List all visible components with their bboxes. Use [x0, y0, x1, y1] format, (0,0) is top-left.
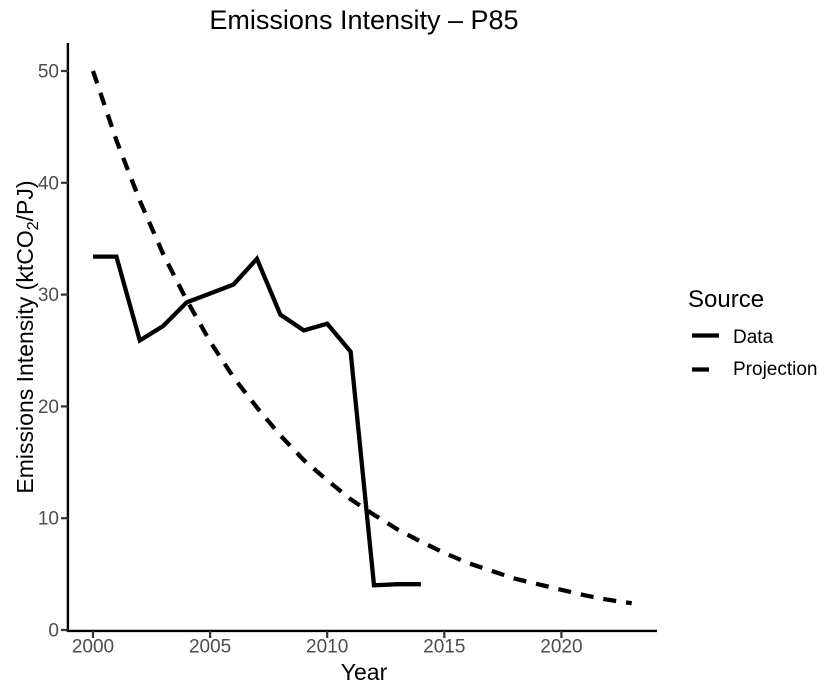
y-axis-title-prefix: Emissions Intensity (ktCO — [12, 230, 38, 493]
y-tick-label: 30 — [38, 285, 59, 306]
x-tick-label: 2000 — [72, 637, 114, 658]
legend-label-projection: Projection — [733, 359, 818, 380]
y-tick-label: 50 — [38, 62, 59, 83]
x-tick-label: 2015 — [423, 637, 465, 658]
legend-label-data: Data — [733, 327, 774, 348]
x-axis-title: Year — [341, 659, 388, 685]
chart-title: Emissions Intensity – P85 — [209, 5, 518, 35]
y-axis-title: Emissions Intensity (ktCO2/PJ) — [12, 180, 42, 493]
x-tick-label: 2020 — [540, 637, 582, 658]
y-axis-title-subscript: 2 — [24, 221, 42, 230]
legend: Source Data Projection — [688, 286, 818, 380]
x-tick-label: 2010 — [306, 637, 348, 658]
projection-series-line — [90, 70, 633, 606]
legend-title: Source — [688, 286, 764, 313]
y-tick-label: 0 — [48, 621, 59, 642]
y-tick-label: 40 — [38, 173, 59, 194]
data-series-line — [93, 254, 421, 588]
y-axis-title-suffix: /PJ) — [12, 180, 38, 221]
y-tick-label: 20 — [38, 397, 59, 418]
x-axis-ticks: 2000 2005 2010 2015 2020 — [72, 631, 583, 658]
y-axis-ticks: 0 10 20 30 40 50 — [38, 62, 68, 642]
y-tick-label: 10 — [38, 509, 59, 530]
x-tick-label: 2005 — [189, 637, 231, 658]
